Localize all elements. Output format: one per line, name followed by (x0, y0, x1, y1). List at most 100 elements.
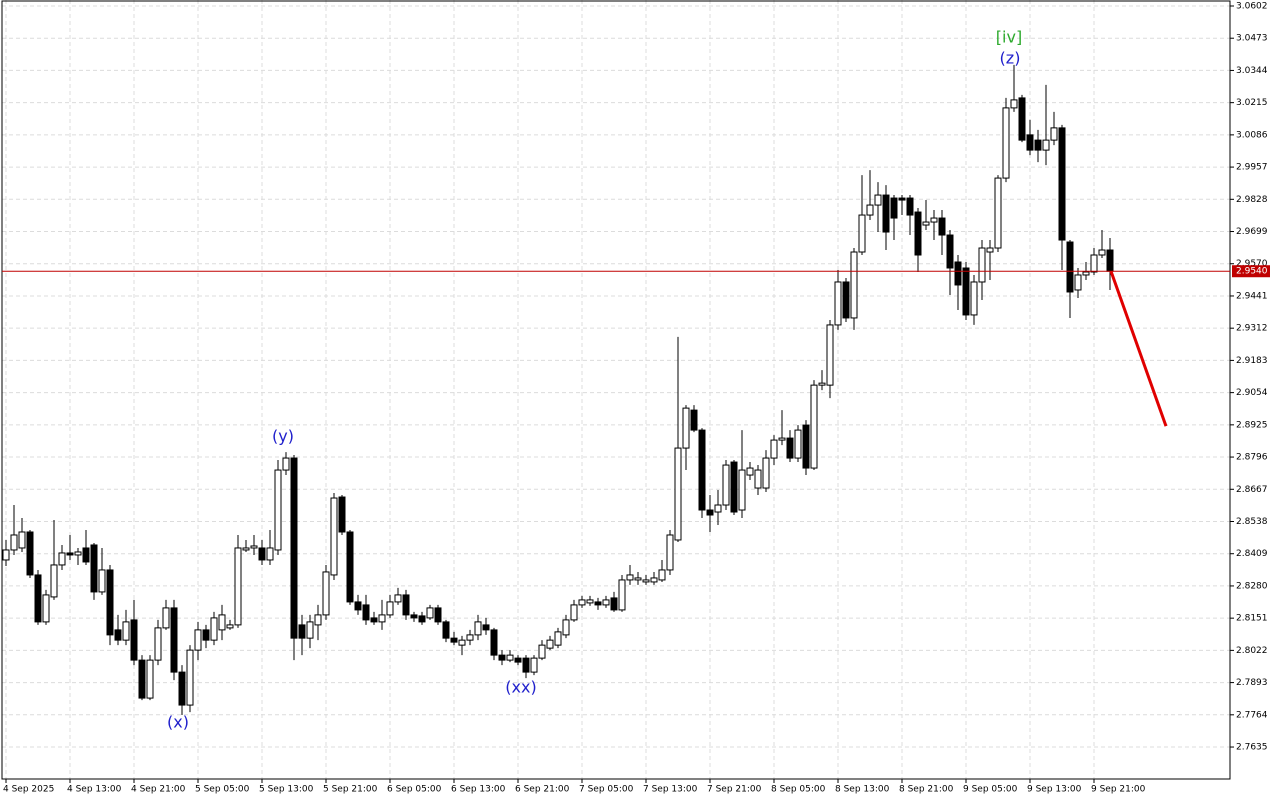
last-price-label: 2.9540 (1236, 267, 1268, 277)
candle-body (482, 624, 490, 631)
candle-body (842, 281, 850, 319)
candle-body (106, 569, 114, 636)
candle-body (114, 629, 122, 641)
candle-body (154, 627, 162, 661)
candle-body (50, 564, 58, 598)
candle-body (954, 261, 962, 286)
y-tick-label: 2.7893 (1236, 678, 1268, 688)
candle-body (370, 617, 378, 623)
candle-body (746, 467, 754, 476)
candle-body (514, 657, 522, 663)
candle-body (650, 577, 658, 583)
candle-body (498, 654, 506, 661)
candle-body (354, 601, 362, 611)
x-tick-label: 5 Sep 05:00 (195, 785, 250, 795)
candle-body (874, 194, 882, 206)
y-tick-label: 3.0473 (1236, 34, 1268, 44)
candle-body (234, 547, 242, 626)
candle-body (578, 599, 586, 606)
candle-body (66, 552, 74, 556)
candle-body (178, 671, 186, 706)
x-tick-label: 6 Sep 21:00 (515, 785, 570, 795)
candle-body (322, 571, 330, 616)
candle-body (970, 281, 978, 316)
candle-body (346, 531, 354, 603)
candle-body (218, 614, 226, 631)
candle-body (458, 639, 466, 646)
candle-body (434, 607, 442, 623)
candle-body (338, 496, 346, 533)
y-tick-label: 2.8667 (1236, 485, 1268, 495)
candle-body (562, 619, 570, 636)
candle-body (914, 211, 922, 256)
candle-body (210, 617, 218, 641)
wave-label: (z) (1000, 49, 1021, 68)
y-tick-label: 3.0602 (1236, 1, 1268, 11)
candle-body (10, 534, 18, 551)
last-price-box (1232, 265, 1270, 278)
candle-body (442, 621, 450, 639)
plot-frame (1, 0, 1231, 780)
candle-body (810, 384, 818, 469)
candle-body (1058, 127, 1066, 241)
y-tick-label: 2.9570 (1236, 259, 1268, 269)
y-tick-label: 2.8151 (1236, 614, 1268, 624)
wave-label: [iv] (996, 28, 1022, 47)
candle-body (586, 599, 594, 604)
candle-body (570, 604, 578, 621)
candle-body (226, 624, 234, 629)
y-tick-label: 2.9441 (1236, 291, 1268, 301)
x-tick-label: 9 Sep 05:00 (963, 785, 1018, 795)
candle-body (906, 197, 914, 216)
candle-body (938, 217, 946, 236)
x-tick-label: 7 Sep 13:00 (643, 785, 698, 795)
candle-body (170, 607, 178, 673)
candle-body (362, 604, 370, 621)
candle-body (802, 424, 810, 469)
candle-body (778, 437, 786, 441)
candle-body (306, 621, 314, 639)
candle-body (26, 531, 34, 576)
candle-body (658, 569, 666, 581)
candle-body (330, 497, 338, 576)
candle-body (1106, 249, 1114, 272)
candle-body (274, 469, 282, 551)
candle-body (506, 654, 514, 661)
candle-body (714, 504, 722, 513)
y-tick-label: 2.9054 (1236, 388, 1268, 398)
candle-body (18, 531, 26, 549)
candle-body (290, 457, 298, 639)
candle-body (594, 601, 602, 606)
candle-body (1018, 97, 1026, 141)
candle-body (866, 204, 874, 216)
candle-body (698, 429, 706, 511)
candle-body (530, 657, 538, 673)
candle-body (850, 251, 858, 319)
x-tick-label: 8 Sep 13:00 (835, 785, 890, 795)
x-tick-label: 8 Sep 05:00 (771, 785, 826, 795)
candle-body (554, 631, 562, 646)
candle-body (34, 574, 42, 623)
forecast-line (1109, 270, 1168, 427)
candle-body (1034, 139, 1042, 151)
candle-body (786, 437, 794, 459)
candle-body (1074, 274, 1082, 291)
candle-body (994, 177, 1002, 249)
candle-body (2, 549, 10, 561)
x-tick-label: 5 Sep 21:00 (323, 785, 378, 795)
candle-body (266, 547, 274, 561)
candle-body (242, 547, 250, 551)
candle-body (1050, 127, 1058, 141)
candle-body (962, 267, 970, 316)
candle-body (762, 457, 770, 489)
y-tick-label: 2.7635 (1236, 743, 1268, 753)
y-tick-label: 2.9312 (1236, 324, 1268, 334)
candle-body (490, 629, 498, 656)
candle-body (754, 469, 762, 489)
candle-body (922, 221, 930, 226)
x-tick-label: 4 Sep 21:00 (131, 785, 186, 795)
candle-body (1098, 249, 1106, 256)
candle-body (250, 545, 258, 549)
y-tick-label: 2.9957 (1236, 163, 1268, 173)
